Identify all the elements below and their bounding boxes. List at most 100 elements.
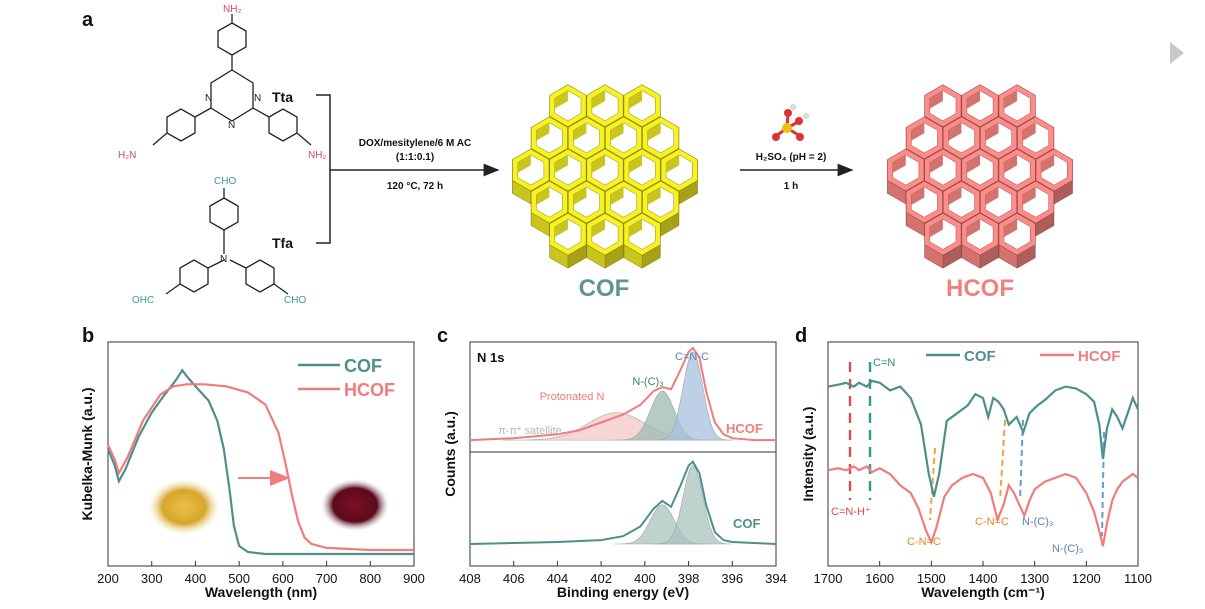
framework-pore-wall — [629, 154, 643, 188]
proton-label: H⁺ — [992, 138, 1006, 150]
x-tick-label: 500 — [228, 571, 250, 586]
panel-b-x-axis: 200 300 400 500 600 700 800 900 — [97, 561, 425, 586]
framework-pore-wall — [985, 187, 999, 221]
reaction-bracket — [316, 94, 331, 244]
annotation-c-n-h: C=N-H⁺ — [831, 506, 871, 518]
tta-n-label: N — [254, 93, 261, 104]
legend-label-cof: COF — [344, 356, 382, 376]
framework-pore-wall — [911, 122, 925, 156]
tfa-label: Tfa — [272, 235, 293, 251]
framework-pore-wall — [892, 154, 906, 188]
proton-label: H⁺ — [992, 202, 1006, 214]
sulfuric-acid-molecule-icon — [772, 104, 809, 141]
annotation-c-n-c-1: C-N=C — [907, 536, 941, 548]
framework-pore-wall — [929, 219, 943, 253]
proton-label: H⁺ — [917, 202, 931, 214]
x-tick-label: 700 — [316, 571, 338, 586]
annotation-pi-satellite: π-π* satellite — [498, 425, 561, 437]
proton-label: H⁺ — [955, 202, 969, 214]
guide-c-n-c-1 — [929, 447, 936, 521]
proton-label: H⁺ — [936, 106, 950, 118]
legend-label-hcof: HCOF — [344, 380, 395, 400]
panel-c-letter: c — [437, 325, 448, 347]
proton-label: H⁺ — [1010, 106, 1024, 118]
proton-label: H⁺ — [1010, 170, 1024, 182]
proton-label: H⁺ — [899, 170, 913, 182]
x-tick-label: 394 — [765, 571, 787, 586]
proton-label: H⁺ — [936, 170, 950, 182]
hcof-ir-line — [827, 465, 1139, 547]
x-tick-label: 1600 — [865, 571, 894, 586]
framework-pore-wall — [966, 90, 980, 124]
framework-pore-wall — [966, 219, 980, 253]
framework-pore-wall — [536, 187, 550, 221]
tta-label: Tta — [272, 89, 293, 105]
x-tick-label: 398 — [678, 571, 700, 586]
framework-pore-wall — [1004, 90, 1018, 124]
condition-1-line-1: DOX/mesitylene/6 M AC — [359, 138, 471, 149]
framework-pore-wall — [554, 154, 568, 188]
annotation-n-c3-1: N-(C)₃ — [1022, 516, 1053, 528]
cof-label: COF — [579, 275, 630, 302]
hcof-label: HCOF — [946, 275, 1014, 302]
annotation-c-n: C=N — [873, 357, 895, 369]
proton-label: H⁺ — [973, 170, 987, 182]
play-arrow-icon[interactable] — [1170, 42, 1184, 64]
framework-pore-wall — [929, 90, 943, 124]
tta-nh2-right: NH₂ — [308, 150, 326, 161]
framework-pore-wall — [1004, 154, 1018, 188]
hcof-xps-line — [469, 346, 776, 442]
framework-pore-wall — [573, 122, 587, 156]
proton-label: H⁺ — [1047, 170, 1061, 182]
panel-d-xlabel: Wavelength (cm⁻¹) — [921, 584, 1045, 600]
framework-pore-wall — [591, 90, 605, 124]
cof-ir-line — [827, 379, 1140, 498]
framework-pore-wall — [985, 122, 999, 156]
framework-pore-wall — [647, 122, 661, 156]
tfa-cho-top: CHO — [214, 176, 236, 187]
annotation-protonated-n: Protonated N — [540, 391, 605, 403]
annotation-n-c3: N-(C)₃ — [632, 376, 663, 388]
x-tick-label: 900 — [403, 571, 425, 586]
framework-pore-wall — [610, 187, 624, 221]
framework-pore-wall — [591, 219, 605, 253]
c-n-c-fit-cof — [653, 465, 733, 545]
x-tick-label: 402 — [590, 571, 612, 586]
framework-pore-wall — [647, 187, 661, 221]
x-tick-label: 396 — [721, 571, 743, 586]
framework-pore-wall — [911, 187, 925, 221]
tfa-molecule — [165, 188, 289, 295]
x-tick-label: 1400 — [969, 571, 998, 586]
cof-xps-line — [469, 460, 777, 545]
framework-pore-wall — [591, 154, 605, 188]
framework-pore-wall — [1022, 187, 1036, 221]
panel-a-letter: a — [82, 9, 94, 31]
framework-pore-wall — [554, 219, 568, 253]
series-label-cof: COF — [733, 516, 761, 531]
panel-c-xlabel: Binding energy (eV) — [557, 584, 689, 600]
framework-pore-wall — [966, 154, 980, 188]
proton-label: H⁺ — [1010, 234, 1024, 246]
framework-pore-wall — [536, 122, 550, 156]
x-tick-label: 406 — [503, 571, 525, 586]
panel-c-peak-fits — [502, 351, 733, 545]
panel-b-ylabel: Kubelka-Munk (a.u.) — [79, 387, 95, 520]
proton-label: H⁺ — [1029, 138, 1043, 150]
proton-label: H⁺ — [917, 138, 931, 150]
proton-label: H⁺ — [936, 234, 950, 246]
tta-n-label: N — [228, 120, 235, 131]
framework-pore-wall — [666, 154, 680, 188]
panel-d-letter: d — [795, 325, 807, 347]
panel-c-axes-frame — [469, 341, 777, 567]
panel-c-x-axis: 408 406 404 402 400 398 396 394 — [459, 561, 787, 586]
cof-absorbance-line — [106, 368, 414, 556]
panel-c-title: N 1s — [477, 350, 504, 365]
proton-label: H⁺ — [973, 106, 987, 118]
annotation-c-n-c-2: C-N=C — [975, 516, 1009, 528]
framework-pore-wall — [1022, 122, 1036, 156]
panel-d: d 1700 1600 1500 1400 1300 1200 1100 COF HCOF … — [795, 325, 1152, 600]
annotation-n-c3-2: N-(C)₃ — [1052, 543, 1083, 555]
condition-1-line-3: 120 °C, 72 h — [387, 181, 443, 192]
tta-h2n-left: H₂N — [118, 150, 136, 161]
